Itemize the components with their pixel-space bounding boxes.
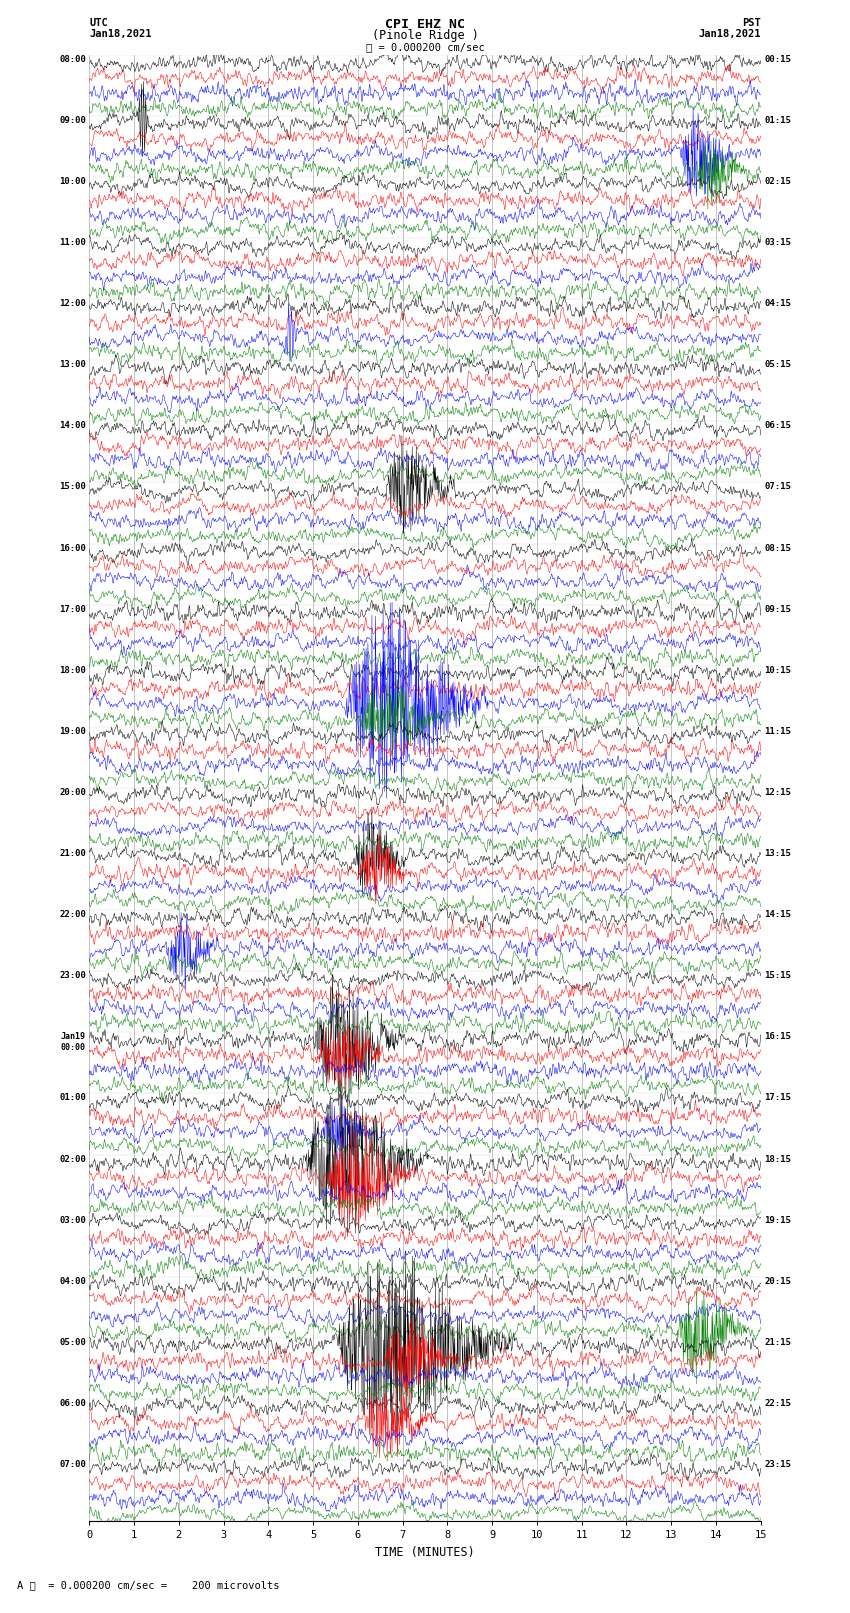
Text: 06:15: 06:15 <box>764 421 791 431</box>
Text: ⎸ = 0.000200 cm/sec: ⎸ = 0.000200 cm/sec <box>366 42 484 52</box>
Text: 14:00: 14:00 <box>59 421 86 431</box>
Text: 04:00: 04:00 <box>59 1277 86 1286</box>
Text: 05:00: 05:00 <box>59 1337 86 1347</box>
Text: UTC: UTC <box>89 18 108 27</box>
Text: PST: PST <box>742 18 761 27</box>
Text: 02:00: 02:00 <box>59 1155 86 1163</box>
Text: 23:00: 23:00 <box>59 971 86 981</box>
Text: 03:00: 03:00 <box>59 1216 86 1224</box>
Text: 22:15: 22:15 <box>764 1398 791 1408</box>
Text: 08:00: 08:00 <box>59 55 86 65</box>
Text: 01:15: 01:15 <box>764 116 791 124</box>
Text: 03:15: 03:15 <box>764 239 791 247</box>
Text: 11:00: 11:00 <box>59 239 86 247</box>
Text: 07:15: 07:15 <box>764 482 791 492</box>
Text: 18:15: 18:15 <box>764 1155 791 1163</box>
Text: 15:15: 15:15 <box>764 971 791 981</box>
Text: 12:00: 12:00 <box>59 300 86 308</box>
Text: 22:00: 22:00 <box>59 910 86 919</box>
Text: 21:15: 21:15 <box>764 1337 791 1347</box>
Text: 00:15: 00:15 <box>764 55 791 65</box>
Text: 12:15: 12:15 <box>764 789 791 797</box>
Text: A ⎸  = 0.000200 cm/sec =    200 microvolts: A ⎸ = 0.000200 cm/sec = 200 microvolts <box>17 1581 280 1590</box>
Text: 18:00: 18:00 <box>59 666 86 674</box>
Text: 16:00: 16:00 <box>59 544 86 553</box>
Text: 19:00: 19:00 <box>59 727 86 736</box>
Text: 21:00: 21:00 <box>59 848 86 858</box>
Text: 14:15: 14:15 <box>764 910 791 919</box>
Text: 13:00: 13:00 <box>59 360 86 369</box>
Text: CPI EHZ NC: CPI EHZ NC <box>385 18 465 31</box>
Text: 19:15: 19:15 <box>764 1216 791 1224</box>
Text: 02:15: 02:15 <box>764 177 791 185</box>
Text: 16:15: 16:15 <box>764 1032 791 1042</box>
Text: 23:15: 23:15 <box>764 1460 791 1469</box>
Text: 07:00: 07:00 <box>59 1460 86 1469</box>
Text: (Pinole Ridge ): (Pinole Ridge ) <box>371 29 479 42</box>
Text: 11:15: 11:15 <box>764 727 791 736</box>
Text: 20:15: 20:15 <box>764 1277 791 1286</box>
Text: 10:00: 10:00 <box>59 177 86 185</box>
Text: 04:15: 04:15 <box>764 300 791 308</box>
Text: Jan18,2021: Jan18,2021 <box>89 29 152 39</box>
Text: 13:15: 13:15 <box>764 848 791 858</box>
Text: 06:00: 06:00 <box>59 1398 86 1408</box>
Text: 10:15: 10:15 <box>764 666 791 674</box>
Text: 20:00: 20:00 <box>59 789 86 797</box>
Text: 08:15: 08:15 <box>764 544 791 553</box>
Text: 09:15: 09:15 <box>764 605 791 613</box>
Text: 05:15: 05:15 <box>764 360 791 369</box>
Text: 17:00: 17:00 <box>59 605 86 613</box>
Text: 17:15: 17:15 <box>764 1094 791 1102</box>
Text: Jan19
00:00: Jan19 00:00 <box>61 1032 86 1052</box>
Text: Jan18,2021: Jan18,2021 <box>698 29 761 39</box>
X-axis label: TIME (MINUTES): TIME (MINUTES) <box>375 1545 475 1558</box>
Text: 15:00: 15:00 <box>59 482 86 492</box>
Text: 01:00: 01:00 <box>59 1094 86 1102</box>
Text: 09:00: 09:00 <box>59 116 86 124</box>
